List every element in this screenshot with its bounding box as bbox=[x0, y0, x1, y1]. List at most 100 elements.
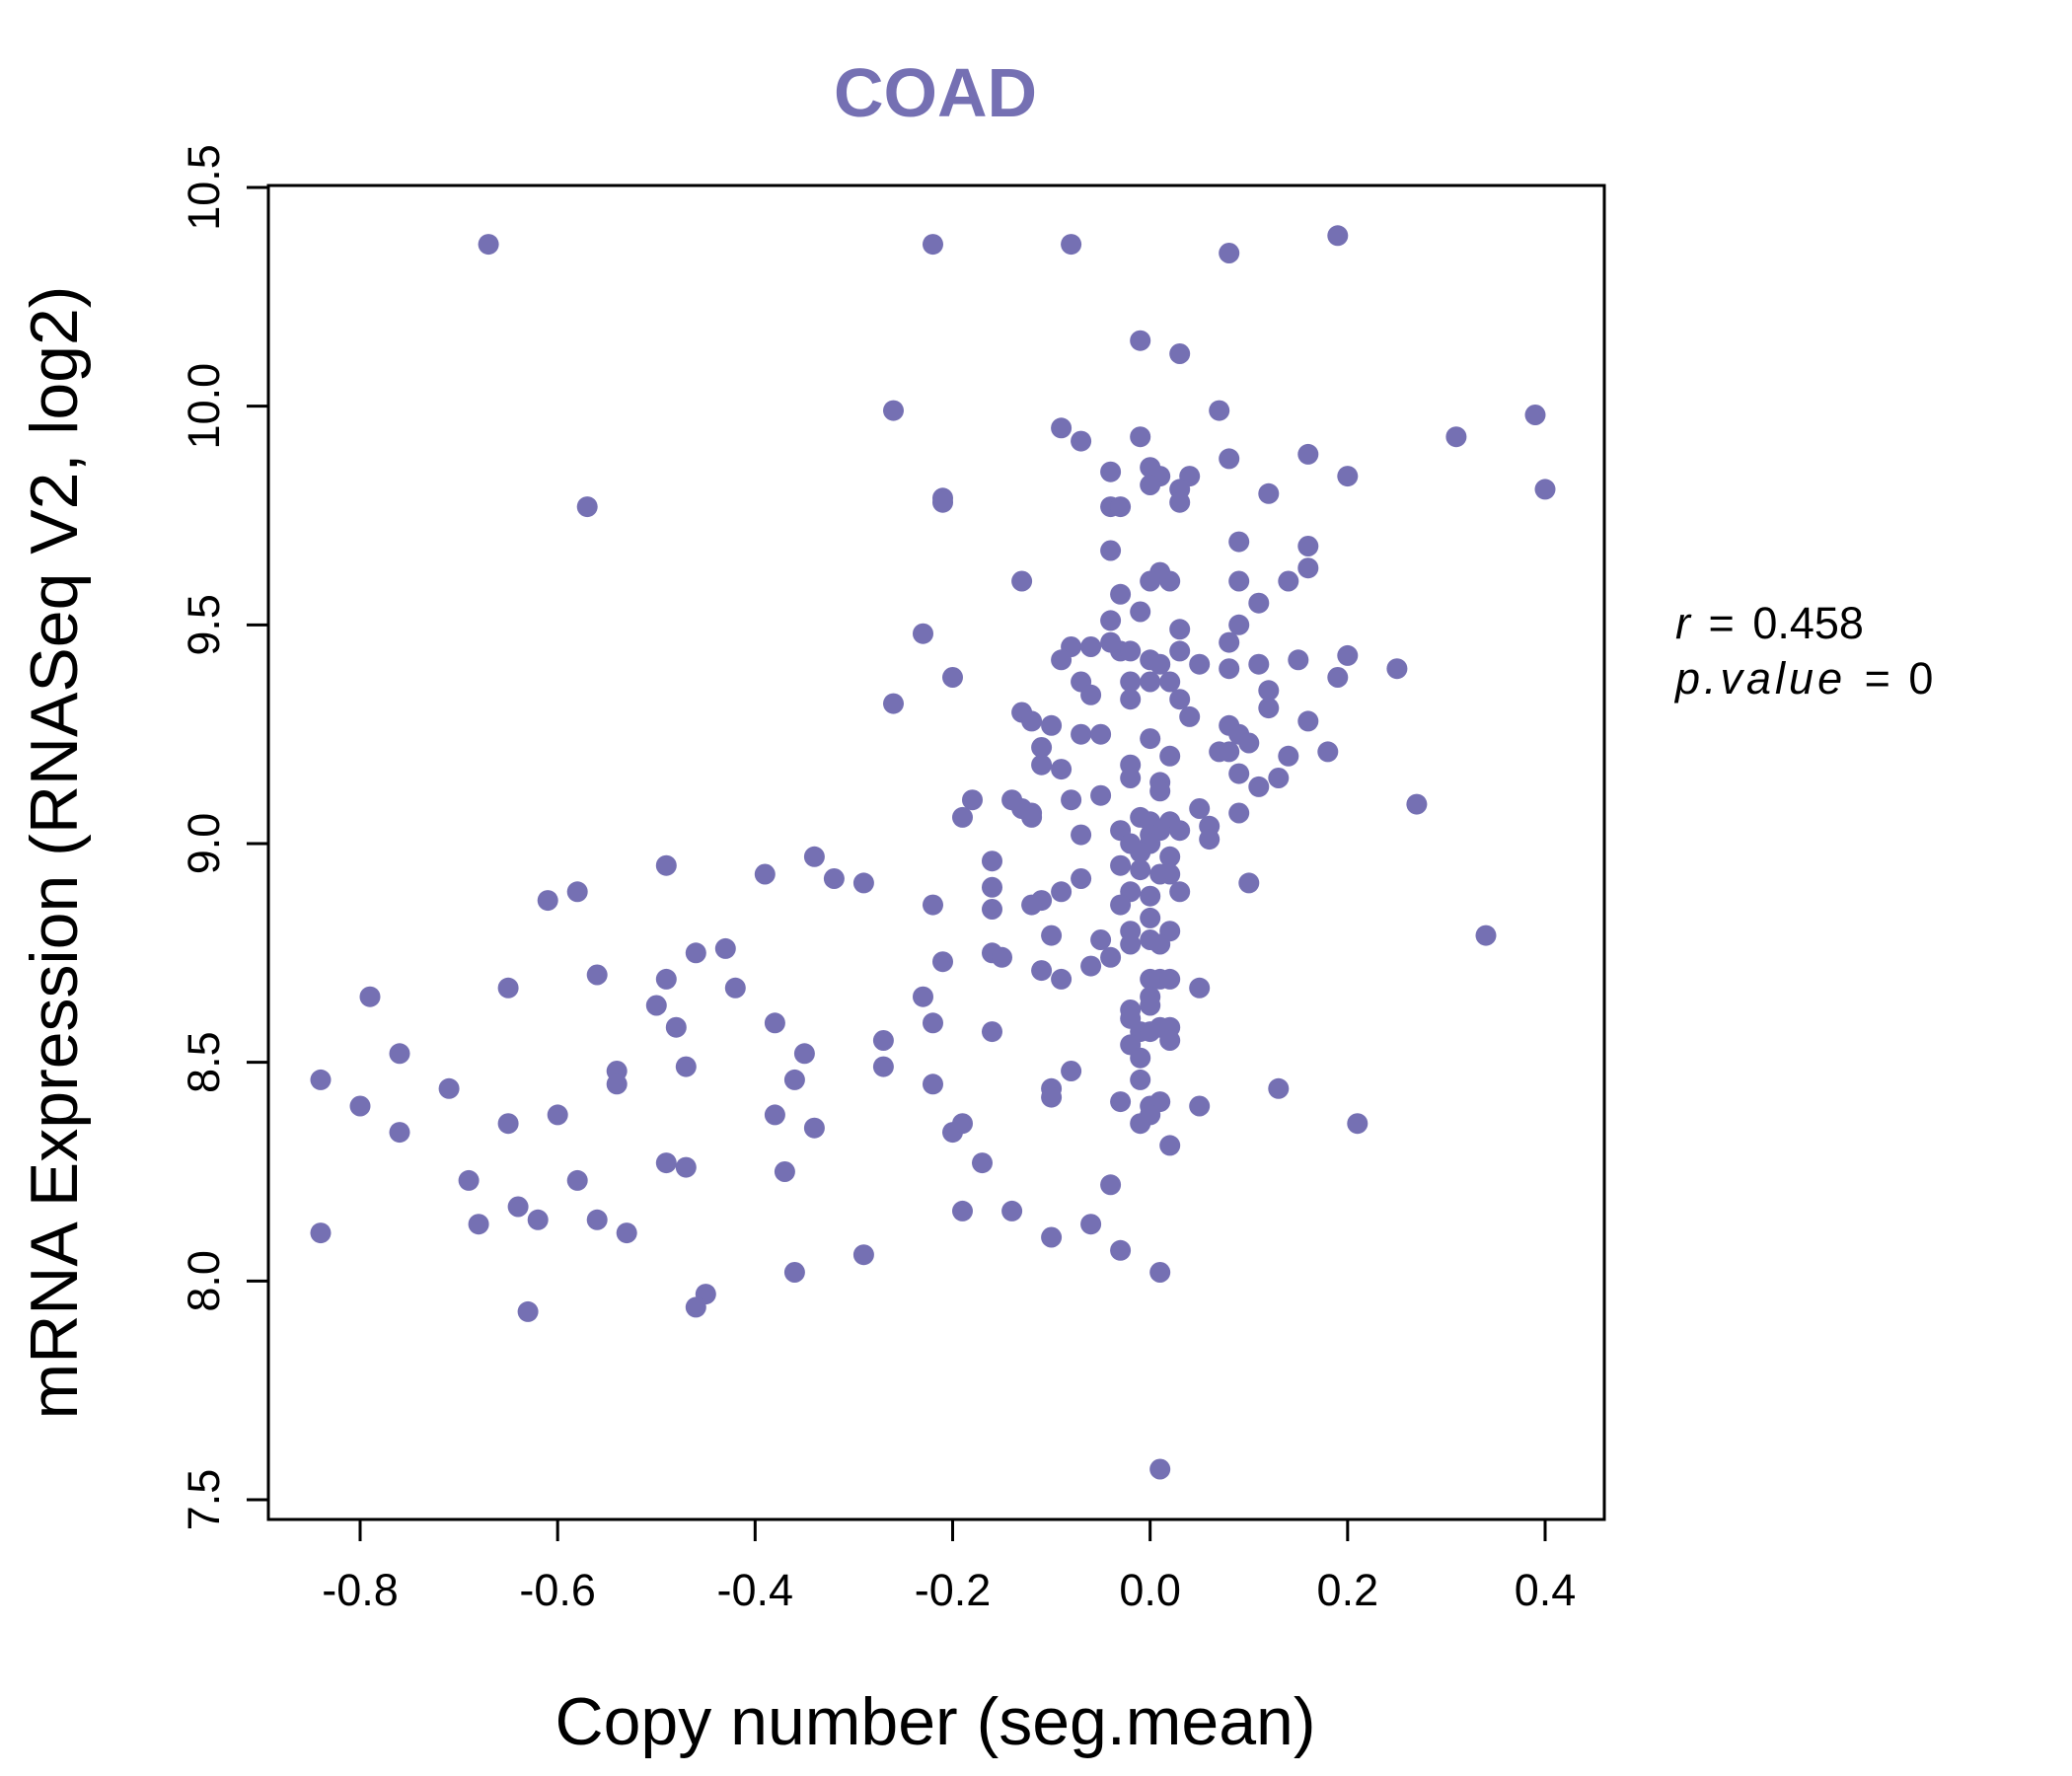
data-point bbox=[962, 789, 983, 811]
data-point bbox=[586, 964, 608, 986]
data-point bbox=[1406, 793, 1428, 815]
data-point bbox=[547, 1104, 568, 1126]
data-point bbox=[1051, 759, 1073, 780]
data-point bbox=[1080, 955, 1102, 977]
data-point bbox=[932, 951, 953, 973]
data-point bbox=[1327, 667, 1349, 688]
data-point bbox=[1149, 780, 1171, 802]
data-point bbox=[1080, 636, 1102, 657]
data-point bbox=[1061, 1061, 1082, 1081]
data-point bbox=[1130, 859, 1151, 881]
data-point bbox=[1031, 754, 1053, 776]
data-point bbox=[923, 894, 943, 916]
data-point bbox=[1278, 745, 1299, 767]
data-point bbox=[1120, 768, 1142, 788]
data-point bbox=[1337, 466, 1359, 487]
data-point bbox=[1071, 868, 1092, 889]
data-point bbox=[982, 876, 1002, 898]
data-point bbox=[389, 1043, 410, 1065]
x-tick-label: -0.6 bbox=[519, 1565, 596, 1615]
data-point bbox=[1189, 798, 1211, 819]
data-point bbox=[1297, 557, 1319, 579]
data-point bbox=[764, 1012, 785, 1034]
data-point bbox=[1179, 705, 1201, 727]
data-point bbox=[1110, 1091, 1132, 1113]
data-point bbox=[1090, 784, 1112, 806]
data-point bbox=[349, 1095, 371, 1117]
data-point bbox=[992, 946, 1012, 968]
data-point bbox=[675, 1056, 697, 1077]
y-tick-label: 9.5 bbox=[179, 594, 229, 656]
data-point bbox=[1169, 820, 1191, 842]
data-point bbox=[1110, 496, 1132, 518]
data-point bbox=[468, 1214, 489, 1235]
data-point bbox=[852, 872, 874, 894]
x-tick-label: -0.2 bbox=[915, 1565, 992, 1615]
data-point bbox=[823, 868, 845, 889]
x-tick-label: -0.4 bbox=[717, 1565, 794, 1615]
data-point bbox=[1159, 570, 1181, 592]
data-point bbox=[1090, 929, 1112, 950]
data-point bbox=[1041, 1086, 1063, 1108]
data-point bbox=[1149, 1458, 1171, 1480]
data-point bbox=[1130, 842, 1151, 863]
data-point bbox=[1130, 1069, 1151, 1090]
x-axis: -0.8 -0.6 -0.4 -0.2 0.0 0.2 0.4 bbox=[322, 1519, 1576, 1615]
data-point bbox=[1297, 443, 1319, 465]
data-point bbox=[1219, 243, 1240, 263]
y-axis-title: mRNA Expression (RNASeq V2, log2) bbox=[17, 286, 92, 1420]
data-point bbox=[1228, 763, 1250, 784]
data-point bbox=[923, 1012, 943, 1034]
y-axis: 7.5 8.0 8.5 9.0 9.5 10.0 10.5 bbox=[179, 144, 268, 1530]
data-point bbox=[1248, 592, 1270, 614]
x-tick-label: -0.8 bbox=[322, 1565, 399, 1615]
data-point bbox=[1189, 977, 1211, 999]
x-tick-label: 0.0 bbox=[1119, 1565, 1181, 1615]
data-point bbox=[913, 986, 933, 1007]
y-tick-label: 9.0 bbox=[179, 813, 229, 875]
data-point bbox=[586, 1209, 608, 1230]
data-point bbox=[566, 881, 588, 903]
data-point bbox=[1140, 885, 1161, 907]
data-point bbox=[1120, 689, 1142, 710]
p-value-stat: p.value = 0 bbox=[1673, 653, 1933, 703]
x-tick-label: 0.4 bbox=[1515, 1565, 1577, 1615]
data-point bbox=[1169, 619, 1191, 640]
data-point bbox=[665, 1016, 687, 1038]
data-point bbox=[982, 1021, 1002, 1043]
data-point bbox=[1130, 1113, 1151, 1135]
data-point bbox=[1130, 601, 1151, 623]
data-point bbox=[1071, 723, 1092, 745]
data-point bbox=[645, 995, 667, 1016]
data-point bbox=[606, 1073, 628, 1095]
data-point bbox=[872, 1056, 894, 1077]
data-point bbox=[1297, 710, 1319, 732]
data-point bbox=[1159, 863, 1181, 885]
data-point bbox=[783, 1069, 805, 1090]
data-point bbox=[1248, 776, 1270, 797]
data-point bbox=[724, 977, 746, 999]
r-value: 0.458 bbox=[1752, 598, 1864, 648]
p-value: 0 bbox=[1908, 653, 1933, 703]
data-point bbox=[1258, 680, 1280, 702]
data-point bbox=[389, 1122, 410, 1144]
data-point bbox=[852, 1244, 874, 1266]
data-point bbox=[1159, 671, 1181, 693]
data-point bbox=[803, 1117, 825, 1139]
data-point bbox=[1288, 649, 1309, 671]
data-point bbox=[685, 942, 706, 964]
data-point bbox=[675, 1156, 697, 1178]
data-point bbox=[685, 1296, 706, 1318]
data-point bbox=[1140, 1021, 1161, 1043]
data-point bbox=[655, 968, 677, 990]
data-point bbox=[1228, 531, 1250, 553]
data-point bbox=[1258, 482, 1280, 504]
data-point bbox=[1100, 610, 1122, 631]
data-point bbox=[310, 1222, 332, 1244]
data-point bbox=[1159, 1135, 1181, 1156]
data-point bbox=[1140, 671, 1161, 693]
p-equals: = bbox=[1865, 653, 1890, 703]
data-point bbox=[1021, 806, 1043, 828]
data-point bbox=[1011, 570, 1033, 592]
